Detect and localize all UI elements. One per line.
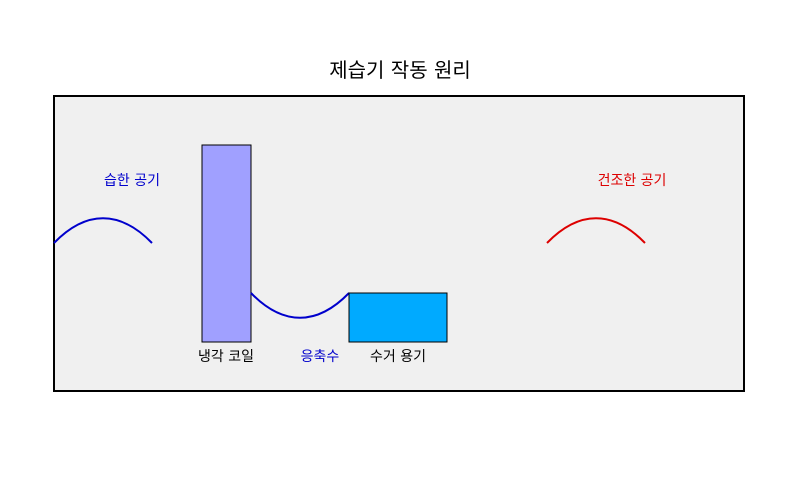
dry-air-label: 건조한 공기	[598, 173, 667, 189]
collection-tank-label: 수거 용기	[370, 349, 426, 365]
humid-air-label: 습한 공기	[104, 173, 160, 189]
cooling-coil-label: 냉각 코일	[198, 349, 254, 365]
collection-tank	[348, 292, 448, 343]
humid-air-wave-icon	[53, 217, 153, 244]
condensate-flow-icon	[250, 292, 350, 319]
cooling-coil	[201, 144, 252, 343]
diagram-title: 제습기 작동 원리	[329, 58, 471, 82]
dry-air-wave-icon	[546, 217, 646, 244]
condensate-label: 응축수	[301, 349, 340, 365]
dehumidifier-panel	[53, 95, 745, 392]
